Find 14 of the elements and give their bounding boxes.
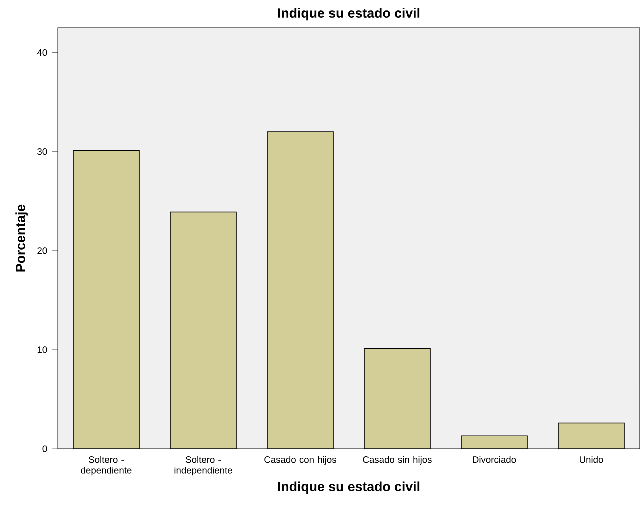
x-tick-label: Soltero - dependiente [81,456,132,476]
y-tick-label: 0 [42,446,48,452]
x-tick-label: Divorciado [473,456,516,464]
x-tick-label: Unido [580,456,604,464]
x-tick-label: Casado con hijos [264,456,336,465]
chart-title: Indique su estado civil [278,8,420,21]
x-tick-label: Soltero - independiente [174,456,232,476]
y-tick-label: 30 [38,148,48,156]
x-axis-title: Indique su estado civil [278,482,420,494]
y-axis-title: Porcentaje [16,204,28,272]
x-tick-label: Casado sin hijos [363,456,432,465]
y-tick-label: 20 [38,248,48,254]
y-tick-label: 40 [37,49,48,56]
y-tick-label: 10 [38,346,48,354]
